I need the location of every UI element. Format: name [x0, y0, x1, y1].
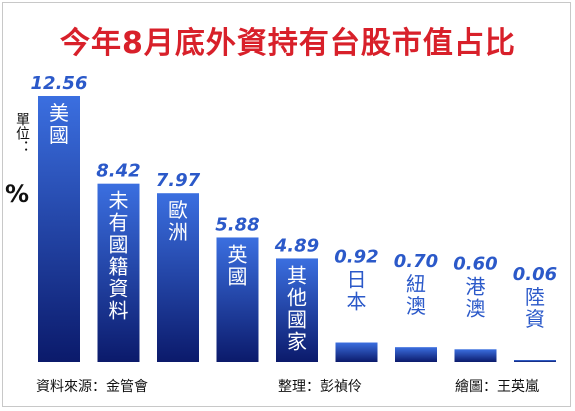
bar-2 — [97, 183, 140, 362]
footer-graphics: 繪圖：王英嵐 — [455, 379, 539, 395]
bar-5-category-label: 其他國家 — [287, 263, 307, 353]
bar-9-category-label: 陸資 — [525, 285, 545, 331]
bar-6-category-label: 日本 — [347, 268, 367, 314]
bar-3-value-label: 7.97 — [156, 170, 201, 191]
bar-7 — [395, 347, 437, 362]
bar-1-category-label: 美國 — [49, 101, 69, 147]
bar-7-value-label: 0.70 — [394, 251, 438, 272]
bar-2-category-label: 未有國籍資料 — [109, 189, 129, 323]
bar-9-value-label: 0.06 — [513, 264, 557, 285]
bar-5-value-label: 4.89 — [274, 235, 319, 256]
bar-3-category-label: 歐洲 — [168, 198, 188, 244]
bar-4 — [216, 237, 259, 362]
bar-5 — [276, 258, 318, 362]
bar-1 — [38, 96, 80, 362]
bar-4-category-label: 英國 — [228, 242, 248, 288]
chart-title: 今年8月底外資持有台股市值占比 — [60, 26, 516, 61]
bar-1-value-label: 12.56 — [31, 73, 88, 94]
bar-2-value-label: 8.42 — [96, 161, 140, 182]
footer-compiler: 整理：彭禎伶 — [278, 379, 362, 395]
footer-source: 資料來源：金管會 — [36, 379, 148, 395]
bar-6 — [335, 342, 378, 362]
bar-3 — [157, 193, 199, 362]
bar-8-category-label: 港澳 — [466, 274, 486, 320]
unit-label: 單位： — [14, 112, 30, 154]
bar-8-value-label: 0.60 — [453, 253, 497, 274]
bar-9 — [514, 360, 556, 362]
bar-8 — [454, 349, 497, 362]
bar-4-value-label: 5.88 — [215, 214, 259, 235]
unit-sign: % — [4, 180, 30, 208]
bars-layer: 12.56 美國 8.42 未有國籍資料 7.97 歐洲 5.88 英國 4.89 其他國家 0.9… — [31, 73, 557, 362]
bar-6-value-label: 0.92 — [334, 247, 378, 268]
chart-frame — [2, 2, 571, 407]
bar-7-category-label: 紐澳 — [406, 272, 426, 318]
